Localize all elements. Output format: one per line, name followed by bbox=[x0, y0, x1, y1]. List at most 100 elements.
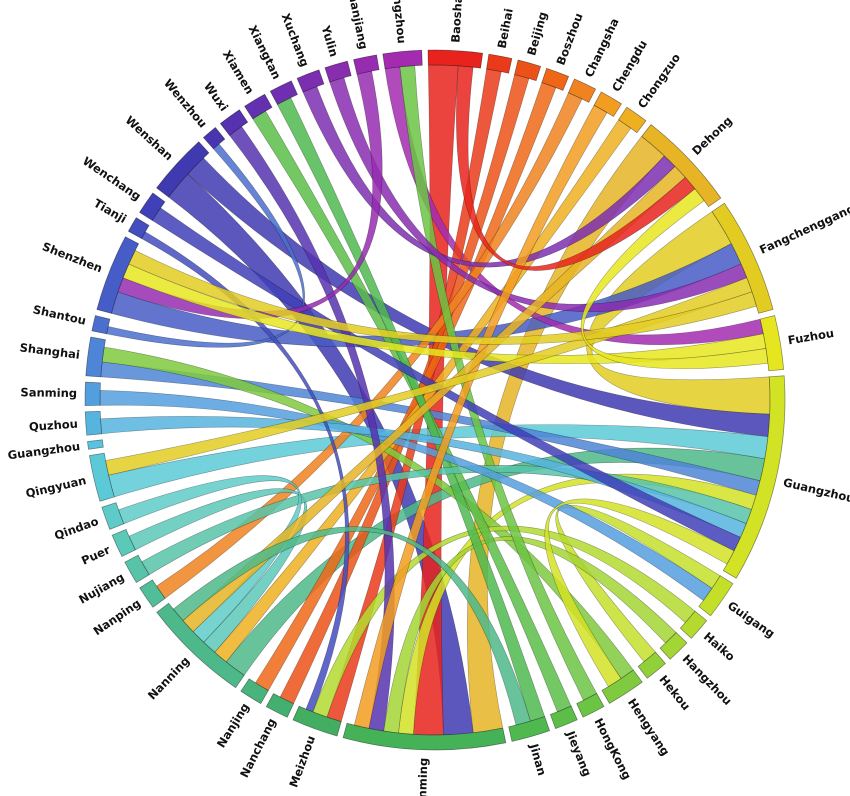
node-label-nanning: Nanning bbox=[145, 654, 193, 703]
node-arc-baoshan bbox=[427, 49, 484, 69]
node-label-yulin: Yulin bbox=[318, 23, 341, 58]
node-arc-jinan bbox=[508, 716, 551, 742]
node-label-xiangtan: Xiangtan bbox=[246, 23, 284, 82]
node-label-shantou: Shantou bbox=[32, 302, 88, 328]
node-label-guangzhou: Guangzhou bbox=[7, 439, 81, 462]
chord-ribbon-fangchenggang-shenzhen bbox=[128, 250, 757, 345]
node-label-beihai: Beihai bbox=[495, 7, 516, 49]
node-label-puer: Puer bbox=[79, 542, 112, 567]
node-arc-wenchang bbox=[139, 192, 166, 221]
node-arc-shanghai bbox=[85, 336, 106, 378]
node-arc-hongkong bbox=[576, 692, 605, 718]
node-label-fuzhou: Fuzhou bbox=[787, 326, 835, 347]
node-arc-zhanjiang bbox=[353, 54, 380, 75]
node-arc-tianji bbox=[127, 217, 150, 239]
node-arc-shenzhen bbox=[96, 236, 140, 314]
node-label-tianji: Tianji bbox=[91, 196, 129, 226]
node-arc-layer bbox=[84, 49, 786, 751]
node-label-meizhou: Meizhou bbox=[286, 734, 318, 790]
node-label-shanghai: Shanghai bbox=[19, 340, 81, 361]
node-label-nujiang: Nujiang bbox=[76, 570, 126, 607]
node-arc-zhengzhou bbox=[382, 49, 423, 70]
node-arc-dehong bbox=[641, 124, 722, 208]
node-arc-kunming bbox=[342, 722, 507, 751]
node-label-wenchang: Wenchang bbox=[80, 154, 144, 204]
node-label-guangzhou: Guangzhou bbox=[782, 475, 850, 505]
node-arc-xuchang bbox=[296, 69, 325, 93]
node-arc-wuxi bbox=[219, 109, 249, 136]
node-arc-nanjing bbox=[240, 678, 269, 705]
node-label-dehong: Dehong bbox=[689, 113, 735, 158]
node-label-fangchenggang: Fangchenggang bbox=[757, 201, 850, 257]
node-label-xiamen: Xiamen bbox=[220, 48, 257, 97]
node-arc-hangzhou bbox=[659, 632, 688, 660]
node-arc-xiamen bbox=[244, 93, 273, 120]
node-label-kunming: Kunming bbox=[415, 758, 431, 796]
node-arc-guangzhou bbox=[722, 375, 786, 579]
node-label-nanjing: Nanjing bbox=[214, 700, 252, 750]
node-arc-changsha bbox=[567, 78, 597, 103]
chord-ribbon-wenshan-guangzhou bbox=[187, 157, 771, 437]
node-label-hengyang: Hengyang bbox=[625, 696, 673, 759]
chord-ribbon-dehong-nanning bbox=[182, 165, 686, 633]
node-label-zhengzhou: Zhengzhou bbox=[388, 0, 409, 44]
node-label-beijing: Beijing bbox=[524, 10, 550, 57]
node-arc-haiko bbox=[679, 610, 708, 639]
node-label-qindao: Qindao bbox=[52, 514, 100, 543]
node-label-wenzhou: Wenzhou bbox=[161, 76, 210, 130]
node-label-chongzuo: Chongzuo bbox=[635, 51, 683, 111]
node-label-guigang: Guigang bbox=[725, 598, 777, 640]
chord-ribbon-shantou-wenzhou bbox=[106, 143, 306, 348]
node-label-hekou: Hekou bbox=[656, 672, 693, 712]
node-label-qingyuan: Qingyuan bbox=[24, 473, 87, 501]
node-label-jieyang: Jieyang bbox=[563, 728, 594, 778]
node-arc-fangchenggang bbox=[711, 202, 774, 314]
node-arc-hengyang bbox=[601, 669, 643, 704]
node-arc-qindao bbox=[101, 502, 125, 530]
node-arc-xiangtan bbox=[269, 80, 298, 105]
chord-ribbon-xuchang-dehong bbox=[302, 86, 676, 268]
node-arc-guigang bbox=[698, 575, 734, 617]
node-arc-nanchang bbox=[265, 693, 295, 718]
node-label-nanchang: Nanchang bbox=[237, 716, 279, 780]
node-arc-sanming bbox=[84, 381, 101, 406]
node-arc-beijing bbox=[514, 59, 542, 82]
node-arc-nanping bbox=[139, 579, 166, 608]
node-label-hongkong: HongKong bbox=[591, 716, 634, 782]
node-arc-chengdu bbox=[593, 91, 622, 117]
node-label-wuxi: Wuxi bbox=[201, 80, 231, 114]
chord-ribbon-changsha-nanping bbox=[156, 92, 583, 599]
node-label-quzhou: Quzhou bbox=[28, 417, 78, 434]
node-arc-wenzhou bbox=[202, 126, 226, 150]
node-label-changsha: Changsha bbox=[582, 16, 622, 79]
node-arc-yulin bbox=[324, 60, 352, 83]
node-label-zhanjiang: Zhanjiang bbox=[344, 0, 371, 51]
node-arc-guangzhou bbox=[87, 439, 104, 450]
node-label-baoshan: Baoshan bbox=[448, 0, 465, 43]
node-arc-boszhou bbox=[541, 67, 570, 91]
node-label-haiko: Haiko bbox=[701, 629, 738, 664]
chord-ribbon-chengdu-kunming bbox=[353, 104, 608, 729]
node-arc-chongzuo bbox=[618, 106, 647, 134]
node-arc-nujiang bbox=[124, 554, 150, 584]
chord-ribbon-jieyang-xiamen bbox=[252, 110, 572, 713]
node-label-shenzhen: Shenzhen bbox=[40, 239, 104, 275]
node-label-chengdu: Chengdu bbox=[609, 38, 650, 95]
node-arc-hekou bbox=[637, 651, 666, 679]
node-label-jinan: Jinan bbox=[527, 741, 550, 777]
node-label-wenshan: Wenshan bbox=[123, 113, 176, 163]
node-label-boszhou: Boszhou bbox=[553, 11, 585, 67]
node-arc-wenshan bbox=[156, 141, 210, 198]
node-arc-puer bbox=[111, 528, 136, 557]
node-arc-beihai bbox=[486, 53, 513, 74]
node-arc-quzhou bbox=[84, 411, 103, 436]
ribbon-layer bbox=[99, 64, 771, 736]
node-label-nanping: Nanping bbox=[91, 596, 144, 638]
node-label-xuchang: Xuchang bbox=[279, 11, 312, 68]
node-label-sanming: Sanming bbox=[20, 385, 77, 400]
node-arc-fuzhou bbox=[759, 315, 785, 372]
node-arc-qingyuan bbox=[89, 452, 115, 502]
node-arc-nanning bbox=[156, 602, 245, 689]
node-arc-shantou bbox=[91, 315, 111, 335]
